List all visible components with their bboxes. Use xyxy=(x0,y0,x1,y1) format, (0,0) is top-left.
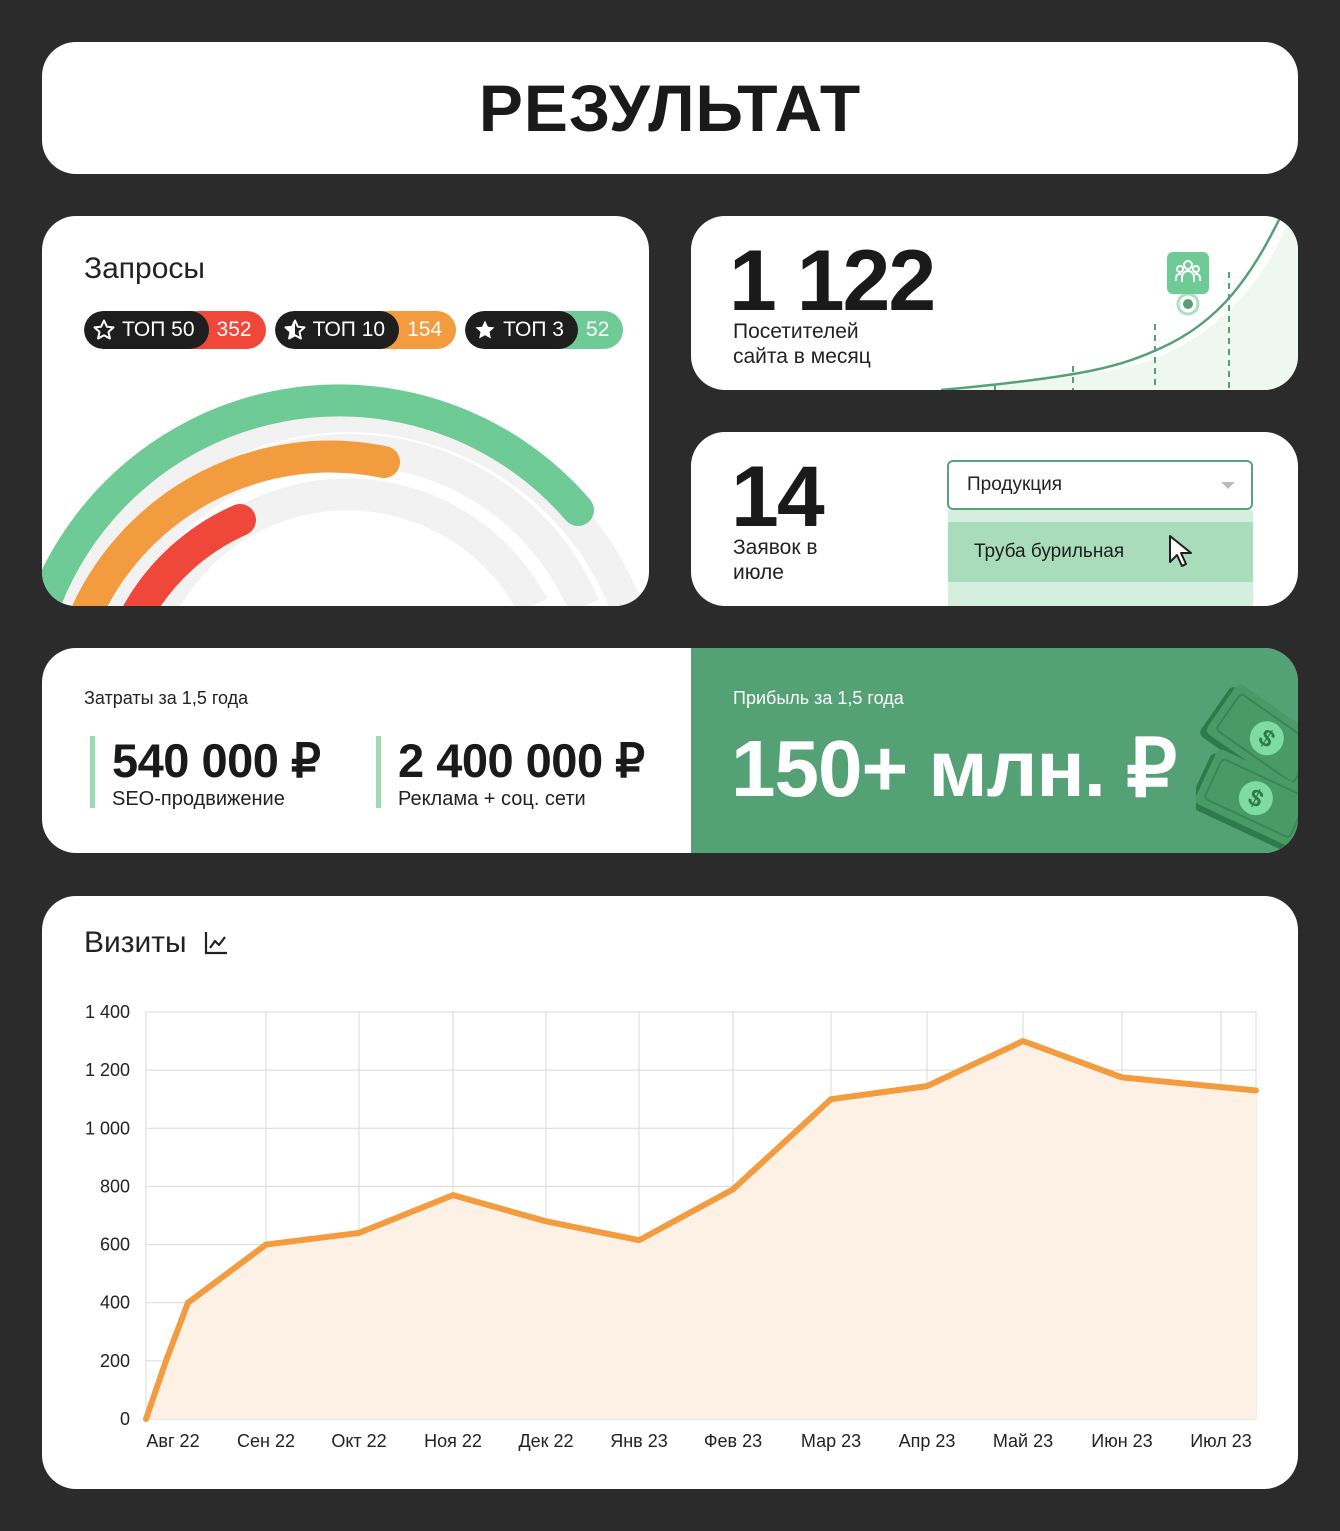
series-area-fill xyxy=(146,1041,1256,1419)
x-tick-label: Дек 22 xyxy=(518,1431,573,1451)
x-tick-label: Ноя 22 xyxy=(424,1431,482,1451)
title-card: РЕЗУЛЬТАТ xyxy=(42,42,1298,174)
profit-panel: Прибыль за 1,5 года 150+ млн. ₽ $ $ xyxy=(691,648,1298,853)
y-tick-label: 1 200 xyxy=(85,1060,130,1080)
dropdown-option[interactable] xyxy=(948,582,1253,606)
pill-label: ТОП 3 xyxy=(503,318,564,341)
x-tick-label: Янв 23 xyxy=(610,1431,668,1451)
y-tick-label: 1 000 xyxy=(85,1118,130,1138)
star-half-icon xyxy=(284,319,306,340)
leads-label: Заявок в июле xyxy=(733,536,818,584)
queries-heading: Запросы xyxy=(84,252,205,285)
visits-chart: 0 200 400 600 800 1 000 1 200 1 400 Авг 22 Сен 22… xyxy=(85,1002,1259,1451)
profit-value: 150+ млн. ₽ xyxy=(731,724,1177,813)
x-tick-label: Июл 23 xyxy=(1190,1431,1252,1451)
x-tick-label: Июн 23 xyxy=(1091,1431,1152,1451)
product-dropdown[interactable]: Продукция xyxy=(947,460,1253,510)
money-bills-icon: $ $ xyxy=(1196,684,1298,851)
leads-card: 14 Заявок в июле Продукция Труба бурильн… xyxy=(691,432,1298,606)
y-tick-label: 1 400 xyxy=(85,1002,130,1022)
x-tick-label: Май 23 xyxy=(993,1431,1053,1451)
queries-gauge xyxy=(42,384,641,606)
y-tick-label: 0 xyxy=(120,1409,130,1429)
cost-value: 540 000 ₽ xyxy=(112,734,321,787)
cost-ads: 2 400 000 ₽ Реклама + соц. сети xyxy=(376,734,645,810)
x-tick-label: Сен 22 xyxy=(237,1431,295,1451)
costs-card: Затраты за 1,5 года 540 000 ₽ SEO-продви… xyxy=(42,648,1298,853)
gauge-arc-top10 xyxy=(72,440,400,606)
pill-top3: ТОП 3 52 xyxy=(465,311,624,349)
profit-heading: Прибыль за 1,5 года xyxy=(733,688,904,708)
cost-caption: SEO-продвижение xyxy=(112,788,285,810)
x-tick-label: Окт 22 xyxy=(331,1431,386,1451)
visitors-value: 1 122 xyxy=(729,233,936,329)
visitors-label: Посетителей сайта в месяц xyxy=(733,320,871,368)
dropdown-option-highlighted[interactable]: Труба бурильная xyxy=(948,522,1253,582)
leads-value: 14 xyxy=(731,449,825,545)
x-tick-label: Авг 22 xyxy=(146,1431,199,1451)
dropdown-menu-top xyxy=(948,510,1253,522)
visitors-card: 1 122 Посетителей сайта в месяц xyxy=(691,216,1298,390)
y-tick-label: 400 xyxy=(100,1293,130,1313)
cost-caption: Реклама + соц. сети xyxy=(398,788,586,810)
cost-value: 2 400 000 ₽ xyxy=(398,734,645,787)
star-outline-icon xyxy=(93,319,115,340)
line-chart-icon[interactable] xyxy=(203,930,229,956)
y-tick-label: 800 xyxy=(100,1176,130,1196)
queries-card: Запросы ТОП 50 352 ТОП 10 154 ТОП 3 52 xyxy=(42,216,649,606)
pill-top10: ТОП 10 154 xyxy=(274,311,457,349)
cost-seo: 540 000 ₽ SEO-продвижение xyxy=(90,734,321,810)
dropdown-value: Продукция xyxy=(967,474,1063,495)
costs-heading: Затраты за 1,5 года xyxy=(84,688,249,708)
gauge-arc-top3 xyxy=(42,384,594,606)
y-tick-label: 600 xyxy=(100,1235,130,1255)
visits-card: Визиты 0 200 400 600 800 1 000 1 200 1 400 Авг 2… xyxy=(42,896,1298,1489)
queries-pills: ТОП 50 352 ТОП 10 154 ТОП 3 52 xyxy=(84,311,624,349)
x-tick-label: Фев 23 xyxy=(704,1431,762,1451)
x-tick-label: Апр 23 xyxy=(899,1431,956,1451)
gauge-arc-top50 xyxy=(123,504,256,606)
star-filled-icon xyxy=(475,320,495,339)
y-tick-label: 200 xyxy=(100,1351,130,1371)
pill-label: ТОП 50 xyxy=(122,318,195,341)
users-icon xyxy=(1167,252,1209,294)
visitors-growth-curve xyxy=(940,216,1298,390)
cursor-arrow-icon xyxy=(1169,535,1192,567)
page-title: РЕЗУЛЬТАТ xyxy=(478,71,862,145)
pill-label: ТОП 10 xyxy=(312,318,386,341)
chevron-down-icon xyxy=(1221,482,1235,489)
pill-top50: ТОП 50 352 xyxy=(84,311,266,349)
visits-heading: Визиты xyxy=(84,926,187,959)
visits-header: Визиты xyxy=(84,926,229,960)
series-line xyxy=(143,1038,1259,1422)
x-tick-label: Мар 23 xyxy=(801,1431,861,1451)
